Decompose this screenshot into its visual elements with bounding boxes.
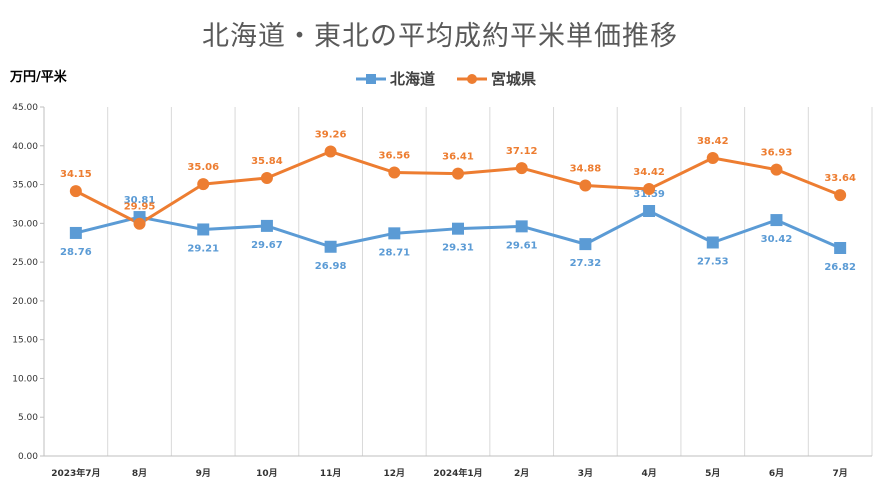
data-label-miyagi: 37.12 [506,146,538,157]
data-label-miyagi: 38.42 [697,136,729,147]
data-point-hokkaido [69,226,82,239]
y-tick-label: 35.00 [12,181,38,191]
data-point-miyagi [834,189,847,202]
x-tick-label: 11月 [320,468,342,479]
data-point-miyagi [133,217,146,230]
data-point-hokkaido [197,223,210,236]
y-tick-label: 25.00 [12,258,38,268]
data-point-hokkaido [452,222,464,235]
y-tick-label: 30.00 [12,219,38,229]
y-tick-label: 20.00 [12,297,38,307]
data-point-miyagi [324,145,337,158]
x-tick-label: 12月 [384,468,406,479]
data-point-miyagi [770,163,783,176]
data-label-hokkaido: 27.53 [697,256,729,267]
data-label-miyagi: 36.41 [442,152,474,163]
data-label-hokkaido: 26.98 [315,261,347,272]
x-tick-label: 4月 [641,468,656,479]
data-point-miyagi [260,172,273,185]
data-label-hokkaido: 29.31 [442,243,474,254]
data-point-hokkaido [324,240,337,253]
data-label-hokkaido: 29.67 [251,240,283,251]
data-point-miyagi [706,152,719,165]
data-point-hokkaido [834,241,847,254]
x-tick-label: 7月 [833,468,848,479]
legend-item-hokkaido: 北海道 [356,68,435,89]
data-label-hokkaido: 28.76 [60,247,92,258]
data-label-miyagi: 36.56 [378,150,410,161]
data-point-hokkaido [388,227,401,240]
legend-label-miyagi: 宮城県 [491,70,537,88]
data-label-hokkaido: 28.71 [378,247,410,258]
data-point-miyagi [388,166,401,179]
legend-circle-marker-icon [457,73,488,84]
data-point-miyagi [452,167,464,180]
y-tick-label: 10.00 [12,374,38,384]
x-tick-label: 6月 [769,468,784,479]
data-label-miyagi: 35.84 [251,156,283,167]
data-point-hokkaido [579,238,592,251]
x-tick-label: 3月 [578,468,593,479]
x-tick-label: 8月 [132,468,147,479]
data-label-miyagi: 39.26 [315,130,347,141]
data-label-hokkaido: 29.21 [187,243,219,254]
y-tick-label: 15.00 [12,336,38,346]
legend: 北海道 宮城県 [356,68,536,89]
x-tick-label: 10月 [256,468,278,479]
data-point-miyagi [643,183,656,196]
legend-label-hokkaido: 北海道 [390,70,436,88]
data-label-miyagi: 34.88 [570,163,602,174]
x-tick-label: 2024年1月 [433,467,482,479]
y-tick-label: 45.00 [12,103,38,113]
data-label-miyagi: 29.95 [124,202,156,213]
data-point-hokkaido [706,236,719,249]
data-label-hokkaido: 30.42 [761,234,793,245]
data-label-miyagi: 34.15 [60,169,92,180]
data-label-hokkaido: 29.61 [506,240,538,251]
data-point-miyagi [579,179,592,192]
x-tick-label: 9月 [196,468,211,479]
data-point-miyagi [515,162,528,175]
data-point-hokkaido [260,219,273,232]
y-axis-unit-label: 万円/平米 [10,70,67,85]
legend-square-marker-icon [356,73,386,84]
data-label-hokkaido: 26.82 [824,262,856,273]
y-tick-label: 40.00 [12,142,38,152]
legend-item-miyagi: 宮城県 [457,68,536,89]
data-label-hokkaido: 30.81 [124,195,156,206]
data-point-hokkaido [643,205,656,218]
data-label-miyagi: 36.93 [761,148,793,159]
x-tick-label: 2023年7月 [51,467,100,479]
data-point-hokkaido [515,220,528,233]
data-label-hokkaido: 27.32 [570,258,602,269]
x-tick-label: 2月 [514,468,529,479]
y-tick-label: 0.00 [18,452,38,462]
chart-title: 北海道・東北の平均成約平米単価推移 [202,21,678,52]
x-tick-label: 5月 [705,468,720,479]
data-point-hokkaido [770,214,783,227]
data-label-miyagi: 34.42 [633,167,665,178]
data-point-miyagi [197,178,210,191]
data-point-miyagi [69,185,82,198]
y-tick-label: 5.00 [18,413,38,423]
data-label-miyagi: 35.06 [187,162,219,173]
data-label-miyagi: 33.64 [824,173,856,184]
